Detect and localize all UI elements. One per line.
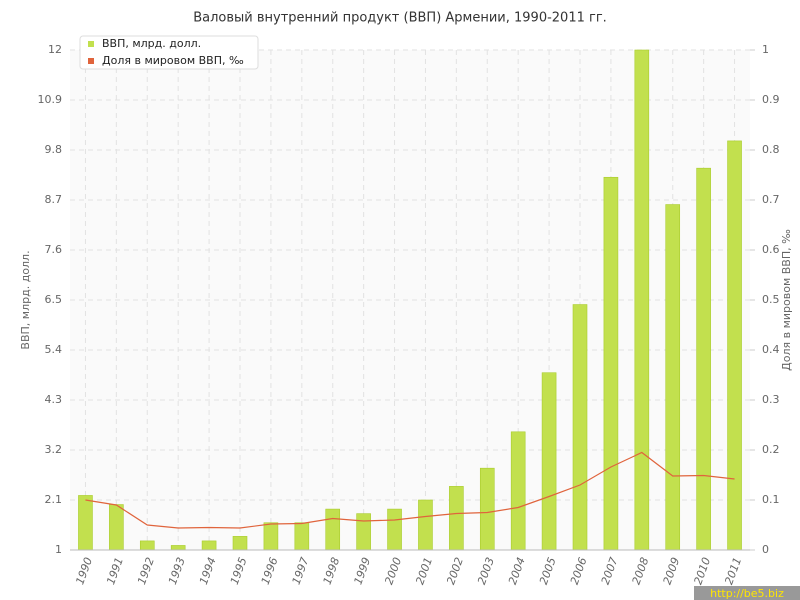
bar bbox=[387, 508, 402, 551]
bar bbox=[510, 431, 526, 551]
y2-tick-label: 0.5 bbox=[762, 293, 780, 306]
x-tick-label: 2002 bbox=[444, 556, 466, 587]
line bbox=[85, 451, 735, 529]
bar bbox=[603, 176, 619, 551]
bar bbox=[449, 486, 464, 551]
chart-title: Валовый внутренний продукт (ВВП) Армении… bbox=[193, 11, 607, 26]
bar bbox=[541, 372, 557, 551]
bar bbox=[201, 540, 217, 551]
y-tick-label: 8.7 bbox=[45, 193, 63, 206]
bar bbox=[696, 167, 711, 551]
bar bbox=[572, 304, 588, 551]
bar bbox=[232, 536, 248, 551]
y-tick-label: 6.5 bbox=[45, 293, 63, 306]
x-tick-label: 1999 bbox=[351, 556, 373, 587]
y2-axis-label: Доля в мировом ВВП, ‰ bbox=[780, 229, 793, 371]
y2-tick-label: 1 bbox=[762, 43, 769, 56]
y2-tick-label: 0.4 bbox=[762, 343, 780, 356]
y-tick-label: 5.4 bbox=[45, 343, 63, 356]
x-tick-label: 2003 bbox=[475, 556, 497, 587]
bar bbox=[170, 545, 186, 551]
x-tick-label: 1995 bbox=[228, 556, 250, 587]
y2-tick-label: 0 bbox=[762, 543, 769, 556]
x-tick-label: 1998 bbox=[321, 556, 343, 587]
legend-swatch bbox=[88, 58, 94, 64]
x-tick-label: 1990 bbox=[73, 556, 95, 587]
y2-tick-label: 0.1 bbox=[762, 493, 780, 506]
y-axis-label: ВВП, млрд. долл. bbox=[19, 250, 32, 349]
y2-tick-label: 0.3 bbox=[762, 393, 780, 406]
bar bbox=[634, 49, 650, 551]
watermark-bg bbox=[694, 586, 800, 600]
legend-label: ВВП, млрд. долл. bbox=[102, 37, 201, 50]
bar bbox=[727, 140, 742, 551]
bar bbox=[418, 499, 433, 551]
bar bbox=[78, 495, 93, 551]
y2-tick-label: 0.7 bbox=[762, 193, 780, 206]
y2-tick-label: 0.2 bbox=[762, 443, 780, 456]
watermark: http://be5.biz bbox=[710, 587, 784, 600]
x-tick-label: 1996 bbox=[259, 556, 281, 587]
x-tick-label: 2010 bbox=[691, 556, 713, 587]
x-tick-label: 1992 bbox=[135, 556, 157, 587]
y-tick-label: 12 bbox=[48, 43, 62, 56]
y2-tick-label: 0.9 bbox=[762, 93, 780, 106]
x-tick-label: 1997 bbox=[290, 556, 312, 587]
x-tick-label: 2004 bbox=[506, 556, 528, 587]
y2-tick-label: 0.8 bbox=[762, 143, 780, 156]
y2-tick-label: 0.6 bbox=[762, 243, 780, 256]
bar bbox=[479, 467, 495, 551]
bar bbox=[325, 508, 341, 551]
bar bbox=[109, 504, 124, 551]
x-tick-label: 1994 bbox=[197, 556, 219, 587]
x-tick-label: 1993 bbox=[166, 556, 188, 587]
x-tick-label: 2001 bbox=[413, 556, 435, 587]
y-tick-label: 4.3 bbox=[45, 393, 63, 406]
legend-box bbox=[79, 35, 259, 70]
bar bbox=[263, 522, 279, 551]
legend-label: Доля в мировом ВВП, ‰ bbox=[102, 54, 244, 67]
x-tick-label: 2005 bbox=[537, 556, 559, 587]
x-tick-label: 2009 bbox=[661, 556, 683, 587]
bar bbox=[665, 204, 681, 551]
y-tick-label: 2.1 bbox=[45, 493, 63, 506]
x-tick-label: 2006 bbox=[568, 556, 590, 587]
bar bbox=[356, 513, 371, 551]
y-tick-label: 9.8 bbox=[45, 143, 63, 156]
y-tick-label: 7.6 bbox=[45, 243, 63, 256]
x-tick-label: 1991 bbox=[104, 556, 126, 587]
legend-swatch bbox=[88, 41, 94, 47]
x-tick-label: 2000 bbox=[382, 556, 404, 587]
bar bbox=[294, 522, 310, 551]
x-tick-label: 2011 bbox=[722, 556, 744, 587]
x-tick-label: 2008 bbox=[630, 556, 652, 587]
bar bbox=[139, 540, 155, 551]
y-tick-label: 3.2 bbox=[45, 443, 63, 456]
x-tick-label: 2007 bbox=[599, 556, 621, 587]
y-tick-label: 10.9 bbox=[38, 93, 63, 106]
y-tick-label: 1 bbox=[55, 543, 62, 556]
